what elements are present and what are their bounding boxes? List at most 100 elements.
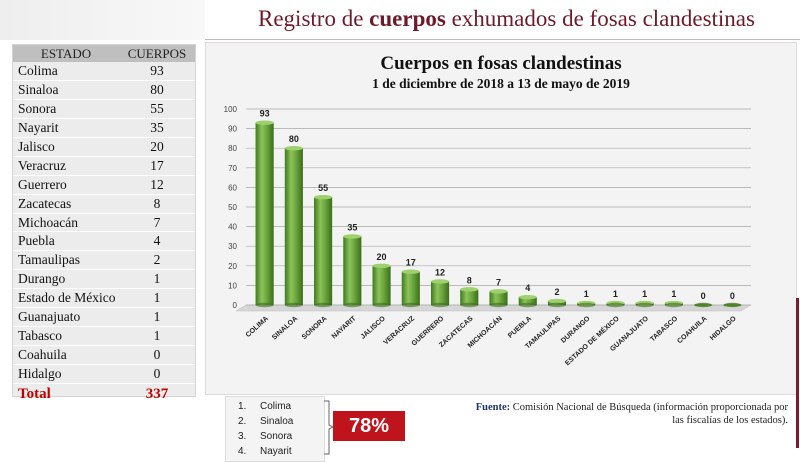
- state-table: ESTADO CUERPOS Colima 93 Sinaloa 80 Sonora 55…: [12, 44, 196, 402]
- body-count: 35: [150, 119, 164, 135]
- item-label: Nayarit: [260, 446, 292, 457]
- bar: [460, 289, 479, 305]
- state-name: Sonora: [18, 100, 57, 116]
- table-row: Colima 93: [13, 62, 195, 81]
- item-number: 4.: [238, 446, 247, 457]
- header-decoration: [0, 0, 205, 40]
- value-label: 1: [642, 289, 647, 299]
- state-name: Durango: [18, 271, 66, 287]
- body-count: 80: [150, 81, 164, 97]
- value-label: 12: [435, 267, 445, 277]
- y-tick-label: 70: [228, 164, 237, 173]
- source-label: Fuente:: [475, 402, 511, 413]
- table-row: Puebla 4: [13, 232, 195, 252]
- y-tick-label: 20: [228, 262, 237, 271]
- value-label: 1: [613, 289, 618, 299]
- top-list-item: 1. Colima: [238, 400, 291, 414]
- table-row: Durango 1: [13, 270, 195, 290]
- value-label: 55: [318, 183, 328, 193]
- source-note: Fuente: Comisión Nacional de Búsqueda (i…: [470, 401, 788, 427]
- state-name: Jalisco: [18, 138, 55, 154]
- state-name: Guerrero: [18, 176, 67, 192]
- top-states-list: 1. Colima 2. Sinaloa 3. Sonora 4. Nayarit: [225, 396, 325, 462]
- table-header: ESTADO CUERPOS: [13, 45, 195, 62]
- bar-base: [606, 302, 625, 308]
- bar: [343, 236, 362, 305]
- bar-base: [489, 302, 508, 308]
- body-count: 17: [150, 157, 164, 173]
- bar-base: [635, 302, 654, 308]
- top-list-item: 2. Sinaloa: [238, 415, 293, 429]
- value-label: 7: [496, 277, 501, 287]
- table-row: Sinaloa 80: [13, 81, 195, 100]
- state-name: Guanajuato: [18, 309, 81, 325]
- item-label: Sonora: [260, 431, 293, 442]
- bar-top: [314, 195, 333, 200]
- category-label: COLIMA: [245, 315, 270, 339]
- category-label: NAYARIT: [331, 315, 358, 341]
- bar-top: [430, 279, 450, 284]
- body-count: 7: [153, 214, 161, 230]
- bar: [489, 291, 508, 305]
- y-tick-label: 80: [228, 144, 237, 153]
- item-number: 3.: [238, 431, 247, 442]
- body-count: 0: [153, 366, 161, 381]
- item-number: 1.: [238, 401, 247, 412]
- bar-base: [518, 302, 537, 308]
- table-row: Zacatecas 8: [13, 195, 195, 214]
- bar: [372, 265, 391, 305]
- bar: [518, 297, 537, 305]
- y-tick-label: 30: [228, 242, 237, 251]
- body-count: 1: [153, 309, 161, 325]
- y-tick-label: 90: [228, 125, 237, 134]
- bar-base: [547, 302, 567, 308]
- table-row: Hidalgo 0: [13, 365, 195, 384]
- value-label: 93: [260, 109, 270, 119]
- category-label: HIDALGO: [709, 315, 738, 342]
- bar-base: [664, 302, 683, 308]
- state-name: Sinaloa: [18, 81, 59, 97]
- right-accent-bar: [796, 298, 799, 448]
- value-label: 80: [289, 134, 299, 144]
- body-count: 8: [153, 195, 161, 211]
- value-label: 35: [347, 222, 357, 232]
- value-label: 17: [406, 258, 416, 268]
- bar-base: [694, 302, 713, 308]
- value-label: 0: [701, 291, 706, 301]
- bar-top: [547, 298, 567, 304]
- bar-top: [460, 287, 479, 292]
- state-name: Puebla: [18, 233, 55, 249]
- top-list-item: 4. Nayarit: [238, 445, 292, 459]
- bar: [255, 122, 274, 305]
- value-label: 8: [467, 275, 472, 285]
- body-count: 4: [153, 233, 161, 249]
- state-name: Coahuila: [18, 347, 67, 363]
- table-row: Coahuila 0: [13, 346, 195, 365]
- state-name: Nayarit: [18, 119, 59, 135]
- bar-base: [723, 302, 742, 308]
- value-label: 1: [584, 289, 589, 299]
- bar-top: [343, 234, 362, 239]
- value-label: 0: [730, 291, 735, 301]
- item-label: Sinaloa: [260, 416, 294, 427]
- page-title: Registro de cuerpos exhumados de fosas c…: [258, 6, 755, 31]
- table-total-row: Total 337: [13, 384, 195, 404]
- source-text: Comisión Nacional de Búsqueda (informaci…: [510, 402, 788, 426]
- state-name: Zacatecas: [18, 195, 72, 211]
- bar-base: [372, 302, 391, 308]
- body-count: 0: [153, 347, 161, 363]
- total-value: 337: [145, 385, 169, 402]
- bar-top: [401, 269, 420, 274]
- table-row: Jalisco 20: [13, 138, 195, 157]
- body-count: 12: [150, 176, 164, 192]
- state-name: Tamaulipas: [18, 252, 81, 268]
- body-count: 20: [150, 138, 164, 154]
- y-tick-label: 100: [224, 105, 238, 114]
- bar-base: [255, 302, 274, 308]
- y-tick-label: 60: [228, 183, 237, 192]
- list-bracket: [324, 400, 333, 455]
- bar-base: [401, 302, 420, 308]
- bar-top: [255, 120, 274, 125]
- body-count: 1: [153, 328, 161, 344]
- total-label: Total: [18, 385, 51, 402]
